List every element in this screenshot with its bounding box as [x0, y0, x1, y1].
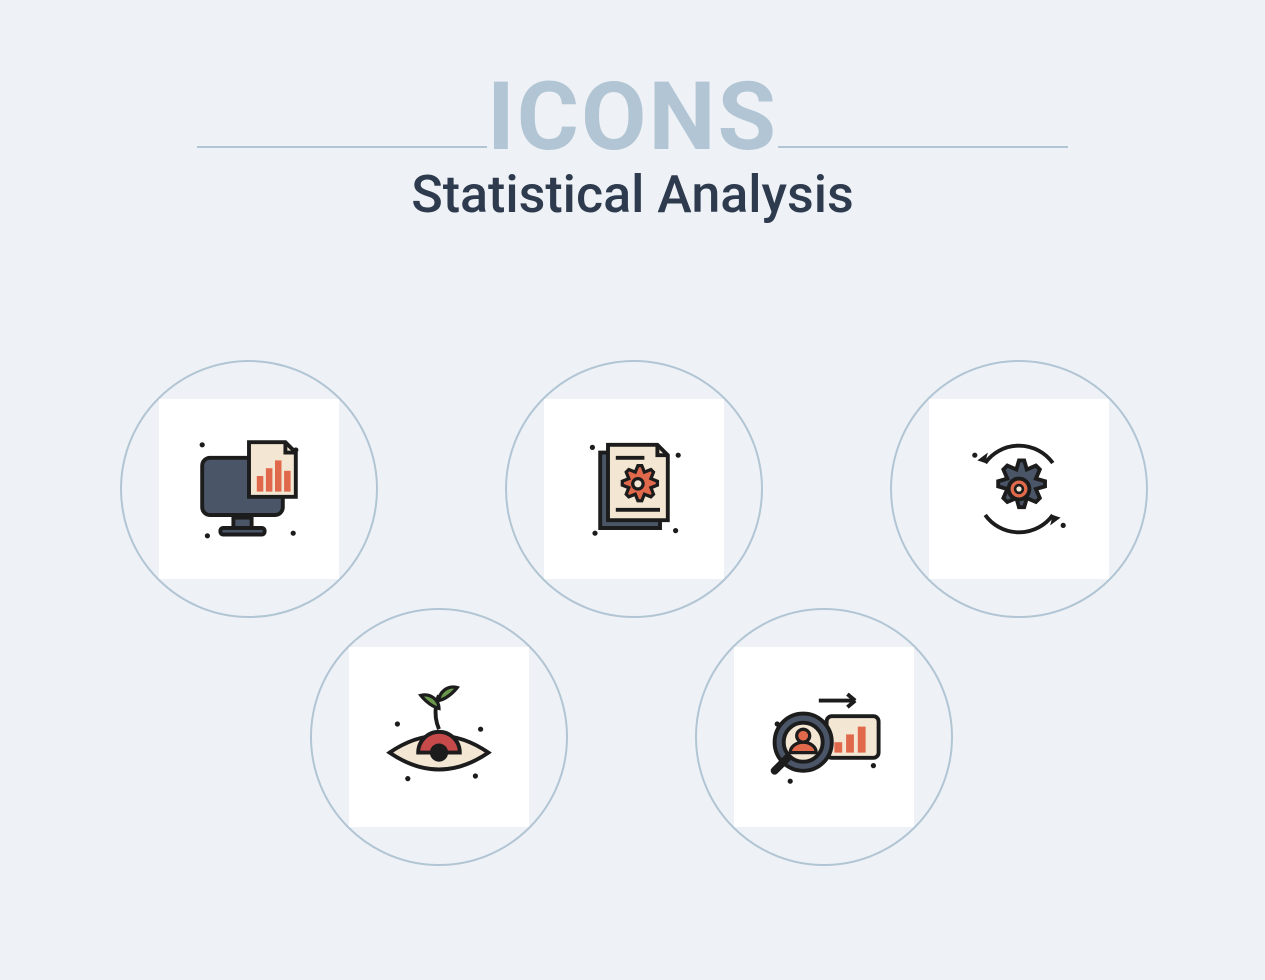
icon-tile [159, 399, 339, 579]
icon-tile [929, 399, 1109, 579]
watermark-rule-left [197, 146, 487, 148]
icon-tile [349, 647, 529, 827]
user-analytics-icon [759, 672, 889, 802]
header: ICONS Statistical Analysis [0, 80, 1265, 225]
page-title: Statistical Analysis [0, 164, 1265, 225]
monitor-chart-icon [184, 424, 314, 554]
watermark-text: ICONS [487, 80, 778, 156]
document-gear-icon [569, 424, 699, 554]
gear-cycle-icon [954, 424, 1084, 554]
icon-tile [734, 647, 914, 827]
icon-tile [544, 399, 724, 579]
eye-growth-icon [374, 672, 504, 802]
watermark-rule-right [778, 146, 1068, 148]
icon-canvas [0, 330, 1265, 930]
